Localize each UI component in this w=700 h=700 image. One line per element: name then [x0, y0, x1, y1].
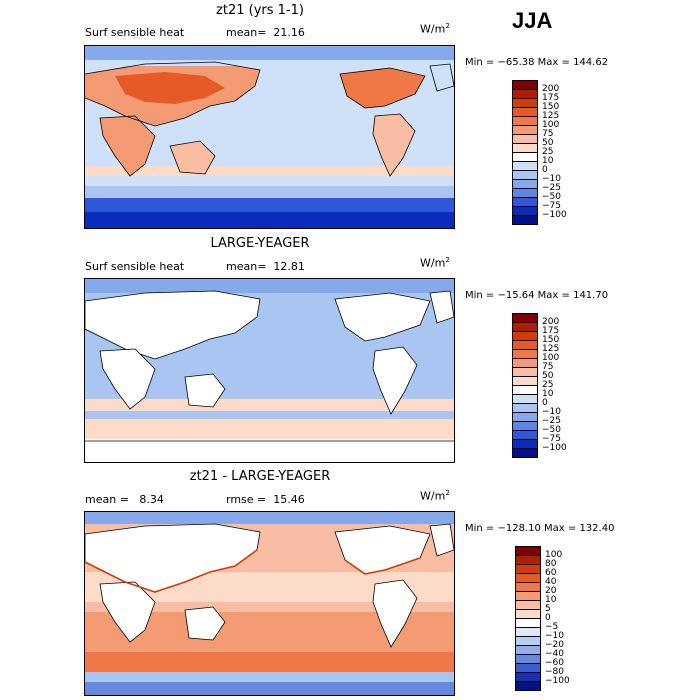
colorbar-label: −25: [542, 183, 561, 193]
colorbar-swatch: [512, 215, 538, 225]
colorbar-label: −75: [542, 434, 561, 444]
colorbar-label: −100: [545, 676, 570, 686]
colorbar-label: 75: [542, 362, 554, 372]
colorbar-label: 125: [542, 344, 560, 354]
colorbar-label: −5: [545, 622, 559, 632]
panel-3-mean: mean = 8.34: [85, 493, 164, 506]
colorbar-label: −50: [542, 425, 561, 435]
colorbar-label: −10: [545, 631, 564, 641]
colorbar-label: 200: [542, 317, 560, 327]
colorbar-label: 10: [542, 389, 554, 399]
panel-3-minmax: Min = −128.10 Max = 132.40: [465, 523, 615, 534]
panel-1-map: [84, 45, 455, 229]
colorbar-label: 60: [545, 568, 557, 578]
panel-1-title: zt21 (yrs 1-1): [216, 3, 304, 18]
colorbar-swatch: [515, 681, 541, 691]
season-label: JJA: [512, 8, 553, 33]
colorbar-label: 25: [542, 380, 554, 390]
colorbar-label: −40: [545, 649, 564, 659]
panel-3-units: W/m2: [420, 489, 450, 503]
panel-2-units: W/m2: [420, 256, 450, 270]
panel-2-minmax: Min = −15.64 Max = 141.70: [465, 290, 609, 301]
panel-3-colorbar: 100 80 60 40 20 10 5 0 −5 −10 −20 −40 −60 −80 −100: [515, 546, 575, 692]
panel-1-mean: mean= 21.16: [226, 26, 305, 39]
panel-3-rmse: rmse = 15.46: [226, 493, 305, 506]
colorbar-label: 5: [545, 604, 551, 614]
colorbar-label: 100: [542, 353, 560, 363]
colorbar-label: 175: [542, 326, 560, 336]
colorbar-label: −10: [542, 407, 561, 417]
colorbar-label: 80: [545, 559, 557, 569]
colorbar-label: −50: [542, 192, 561, 202]
colorbar-label: −80: [545, 667, 564, 677]
panel-2-colorbar: 200 175 150 125 100 75 50 25 10 0 −10 −25 −50 −75 −100: [512, 313, 572, 459]
colorbar-label: 175: [542, 93, 560, 103]
panel-3-title: zt21 - LARGE-YEAGER: [189, 469, 331, 484]
colorbar-label: 0: [545, 613, 551, 623]
colorbar-label: −100: [542, 443, 567, 453]
panel-1-units: W/m2: [420, 22, 450, 36]
panel-1-map-field: [85, 46, 454, 228]
colorbar-label: 150: [542, 335, 560, 345]
colorbar-label: 75: [542, 129, 554, 139]
colorbar-swatch: [512, 448, 538, 458]
colorbar-label: −75: [542, 201, 561, 211]
colorbar-label: −10: [542, 174, 561, 184]
panel-2-map: [84, 278, 455, 463]
colorbar-label: 50: [542, 138, 554, 148]
colorbar-label: −20: [545, 640, 564, 650]
colorbar-label: 125: [542, 111, 560, 121]
panel-1-variable: Surf sensible heat: [85, 26, 185, 39]
colorbar-label: 25: [542, 147, 554, 157]
panel-1-minmax: Min = −65.38 Max = 144.62: [465, 57, 609, 68]
colorbar-label: 50: [542, 371, 554, 381]
colorbar-label: 150: [542, 102, 560, 112]
colorbar-label: 40: [545, 577, 557, 587]
colorbar-label: 100: [545, 550, 563, 560]
colorbar-label: 0: [542, 165, 548, 175]
panel-2-mean: mean= 12.81: [226, 260, 305, 273]
colorbar-label: 0: [542, 398, 548, 408]
colorbar-label: 20: [545, 586, 557, 596]
panel-1-colorbar: 200 175 150 125 100 75 50 25 10 0 −10 −25 −50 −75 −100: [512, 80, 572, 226]
colorbar-label: −100: [542, 210, 567, 220]
panel-2-map-field: [85, 279, 454, 462]
panel-3-map-field: [85, 512, 454, 695]
colorbar-label: 100: [542, 120, 560, 130]
colorbar-label: 10: [542, 156, 554, 166]
panel-2-variable: Surf sensible heat: [85, 260, 185, 273]
colorbar-label: 200: [542, 84, 560, 94]
colorbar-label: 10: [545, 595, 557, 605]
panel-3-map: [84, 511, 455, 696]
colorbar-label: −60: [545, 658, 564, 668]
panel-2-title: LARGE-YEAGER: [210, 236, 310, 251]
colorbar-label: −25: [542, 416, 561, 426]
